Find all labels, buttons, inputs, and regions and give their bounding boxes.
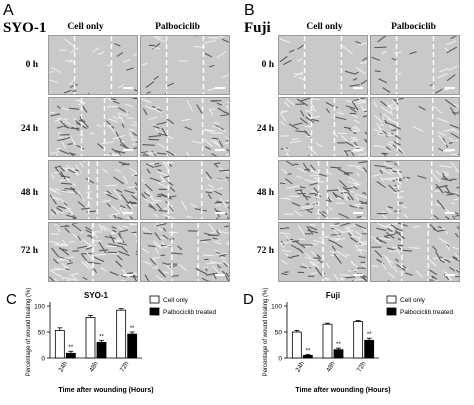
bar-cell-only-72h — [354, 322, 363, 358]
y-tick-label: 50 — [38, 330, 46, 337]
bar-cell-only-24h — [55, 330, 64, 358]
bar-palbociclib-48h — [334, 350, 343, 358]
micrograph-panel-a-palbociclib-row-3 — [140, 222, 230, 282]
legend-swatch-cell-only — [387, 296, 396, 303]
legend-label-palbociclib: Palbociclib treated — [163, 309, 216, 316]
significance-mark: ** — [336, 342, 341, 348]
bar-cell-only-48h — [323, 324, 332, 358]
legend-label-palbociclib: Palbociclib treated — [400, 309, 453, 316]
micrograph-panel-b-palbociclib-row-3 — [370, 222, 460, 282]
legend-label-cell-only: Cell only — [163, 297, 189, 304]
legend-swatch-palbociclib — [150, 308, 159, 315]
panel-b-row-48h: 48 h — [238, 188, 274, 198]
legend-label-cell-only: Cell only — [400, 297, 426, 304]
panel-b-col-cell-only: Cell only — [287, 22, 362, 32]
x-tick-label: 48h — [88, 360, 100, 373]
panel-a-row-0h: 0 h — [2, 60, 38, 70]
significance-mark: ** — [130, 326, 135, 332]
panel-a-col-palbociclib: Palbociclib — [140, 22, 215, 32]
micrograph-panel-a-palbociclib-row-1 — [140, 97, 230, 157]
bar-palbociclib-48h — [97, 342, 106, 358]
micrograph-panel-b-cell-only-row-3 — [278, 222, 368, 282]
x-tick-label: 72h — [119, 360, 131, 373]
micrograph-panel-a-palbociclib-row-2 — [140, 160, 230, 220]
panel-a-row-72h: 72 h — [2, 246, 38, 256]
significance-mark: ** — [68, 345, 73, 351]
x-tick-label: 24h — [295, 360, 307, 373]
y-tick-label: 0 — [278, 356, 282, 363]
panel-a-row-48h: 48 h — [2, 188, 38, 198]
bar-palbociclib-24h — [66, 353, 75, 358]
micrograph-panel-a-cell-only-row-0 — [48, 35, 138, 95]
bar-cell-only-24h — [292, 332, 301, 358]
y-axis-label: Percentage of wound healing (%) — [26, 288, 32, 376]
panel-b-row-0h: 0 h — [238, 60, 274, 70]
micrograph-panel-b-cell-only-row-0 — [278, 35, 368, 95]
y-tick-label: 0 — [41, 356, 45, 363]
panel-letter-c: C — [6, 291, 17, 308]
bar-palbociclib-72h — [128, 334, 137, 358]
panel-letter-a: A — [3, 2, 14, 20]
significance-mark: ** — [367, 332, 372, 338]
panel-b-col-palbociclib: Palbociclib — [376, 22, 451, 32]
panel-b-row-72h: 72 h — [238, 246, 274, 256]
panel-letter-b: B — [244, 2, 255, 20]
micrograph-panel-b-palbociclib-row-1 — [370, 97, 460, 157]
micrograph-panel-a-cell-only-row-3 — [48, 222, 138, 282]
y-tick-label: 50 — [275, 330, 283, 337]
y-tick-label: 100 — [34, 304, 45, 311]
bar-cell-only-72h — [117, 310, 126, 358]
bar-cell-only-48h — [86, 317, 95, 358]
bar-palbociclib-72h — [365, 340, 374, 358]
micrograph-panel-a-cell-only-row-1 — [48, 97, 138, 157]
micrograph-panel-b-cell-only-row-2 — [278, 160, 368, 220]
chart-title: SYO-1 — [84, 291, 109, 300]
legend-swatch-palbociclib — [387, 308, 396, 315]
significance-mark: ** — [99, 334, 104, 340]
micrograph-panel-b-palbociclib-row-2 — [370, 160, 460, 220]
y-axis-label: Percentage of wound healing (%) — [263, 288, 269, 376]
bar-palbociclib-24h — [303, 355, 312, 358]
x-axis-label: Time after wounding (Hours) — [58, 387, 153, 394]
micrograph-panel-b-cell-only-row-1 — [278, 97, 368, 157]
panel-letter-d: D — [243, 291, 254, 308]
legend-swatch-cell-only — [150, 296, 159, 303]
micrograph-panel-b-palbociclib-row-0 — [370, 35, 460, 95]
panel-a-col-cell-only: Cell only — [48, 22, 123, 32]
significance-mark: ** — [305, 348, 310, 354]
y-tick-label: 100 — [271, 304, 282, 311]
micrograph-panel-a-palbociclib-row-0 — [140, 35, 230, 95]
panel-a-cell-line: SYO-1 — [3, 20, 46, 37]
x-tick-label: 72h — [356, 360, 368, 373]
chart-title: Fuji — [326, 291, 340, 300]
panel-b-row-24h: 24 h — [238, 124, 274, 134]
panel-b-cell-line: Fuji — [244, 20, 271, 37]
x-tick-label: 48h — [325, 360, 337, 373]
x-axis-label: Time after wounding (Hours) — [295, 387, 390, 394]
panel-a-row-24h: 24 h — [2, 124, 38, 134]
micrograph-panel-a-cell-only-row-2 — [48, 160, 138, 220]
x-tick-label: 24h — [58, 360, 70, 373]
